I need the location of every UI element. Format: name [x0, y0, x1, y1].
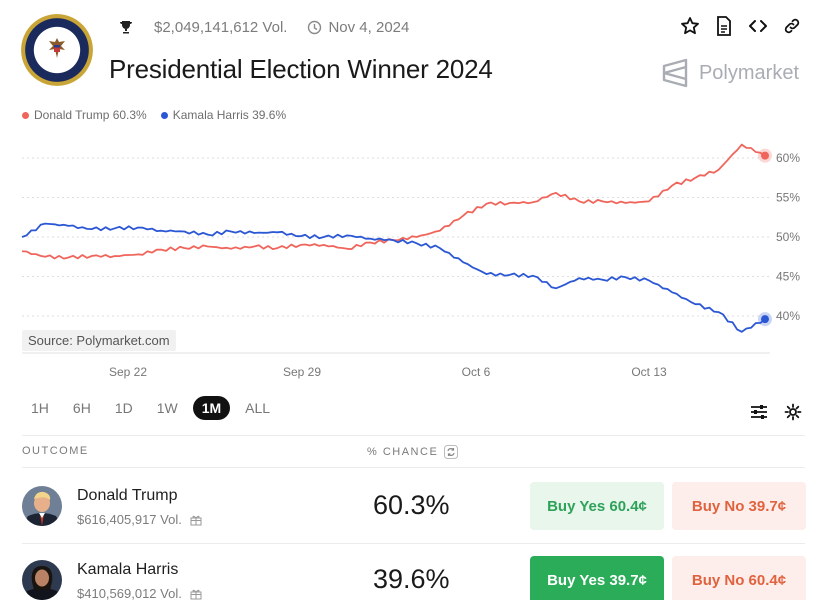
- outcome-header: OUTCOME: [22, 445, 89, 457]
- time-range-1h[interactable]: 1H: [31, 400, 49, 416]
- buy-no-button[interactable]: Buy No 39.7¢: [672, 482, 806, 530]
- buy-yes-button[interactable]: Buy Yes 60.4¢: [530, 482, 664, 530]
- embed-code-icon[interactable]: [747, 15, 769, 37]
- brand-name: Polymarket: [698, 61, 799, 84]
- gear-icon[interactable]: [783, 402, 803, 422]
- x-tick-label: Oct 6: [462, 365, 491, 379]
- chance-header: % CHANCE: [367, 445, 459, 459]
- x-tick-label: Oct 13: [631, 365, 667, 379]
- outcome-chance: 39.6%: [373, 564, 450, 594]
- chart-source: Source: Polymarket.com: [22, 330, 176, 351]
- divider: [22, 435, 805, 436]
- chart-controls: [749, 402, 803, 422]
- avatar-trump: [22, 486, 62, 526]
- x-tick-label: Sep 29: [283, 365, 321, 379]
- clock-icon: [307, 20, 322, 35]
- y-tick-label: 60%: [776, 151, 800, 165]
- total-volume: $2,049,141,612 Vol.: [154, 18, 288, 36]
- chart-svg: 60% 55% 50% 45% 40% Sep 22 Sep 29 Oct 6 Oct 13: [21, 143, 800, 379]
- series-line-harris: [21, 222, 766, 333]
- time-range-all[interactable]: ALL: [245, 400, 271, 416]
- eagle-icon: [49, 38, 65, 58]
- sliders-icon[interactable]: [749, 402, 769, 422]
- chance-header-label: % CHANCE: [367, 446, 439, 458]
- time-range-selector: 1H 6H 1D 1W 1M ALL: [22, 396, 279, 420]
- star-icon[interactable]: [679, 15, 701, 37]
- time-range-1d[interactable]: 1D: [114, 400, 133, 416]
- document-icon[interactable]: [713, 15, 735, 37]
- divider: [22, 467, 805, 468]
- outcome-row-trump[interactable]: Donald Trump $616,405,917 Vol. 60.3% Buy…: [22, 470, 806, 544]
- refresh-icon[interactable]: [444, 445, 459, 459]
- top-actions: [679, 15, 803, 37]
- outcome-row-harris[interactable]: Kamala Harris $410,569,012 Vol. 39.6% Bu…: [22, 544, 806, 600]
- polymarket-logo-icon: [662, 58, 688, 88]
- outcome-name: Donald Trump: [77, 487, 178, 504]
- y-tick-label: 50%: [776, 230, 800, 244]
- legend-item-trump: Donald Trump 60.3%: [22, 108, 147, 122]
- gift-icon[interactable]: [190, 588, 202, 600]
- outcome-name: Kamala Harris: [77, 561, 179, 578]
- buy-yes-button[interactable]: Buy Yes 39.7¢: [530, 556, 664, 600]
- y-tick-label: 40%: [776, 309, 800, 323]
- presidential-seal-logo: [21, 14, 93, 86]
- legend-item-harris: Kamala Harris 39.6%: [160, 108, 287, 122]
- divider: [22, 543, 805, 544]
- legend-label: Donald Trump 60.3%: [34, 108, 147, 122]
- legend-dot: [160, 111, 168, 119]
- gift-icon[interactable]: [190, 514, 202, 526]
- series-end-point: [761, 315, 769, 324]
- time-range-1m[interactable]: 1M: [192, 396, 231, 420]
- avatar-harris: [22, 560, 62, 600]
- polymarket-brand: Polymarket: [661, 58, 799, 88]
- outcome-volume: $410,569,012 Vol.: [77, 586, 202, 600]
- price-chart[interactable]: 60% 55% 50% 45% 40% Sep 22 Sep 29 Oct 6 Oct 13: [0, 135, 823, 385]
- outcome-volume-text: $616,405,917 Vol.: [77, 512, 182, 527]
- chart-legend: Donald Trump 60.3% Kamala Harris 39.6%: [22, 108, 286, 122]
- link-icon[interactable]: [781, 15, 803, 37]
- trophy-icon[interactable]: [112, 16, 140, 38]
- legend-label: Kamala Harris 39.6%: [172, 108, 287, 122]
- outcome-chance: 60.3%: [373, 490, 450, 520]
- x-tick-label: Sep 22: [109, 365, 147, 379]
- y-tick-label: 55%: [776, 191, 800, 205]
- y-tick-label: 45%: [776, 270, 800, 284]
- legend-dot: [22, 111, 29, 119]
- series-line-trump: [21, 143, 766, 260]
- time-range-1w[interactable]: 1W: [156, 400, 178, 416]
- buy-no-button[interactable]: Buy No 60.4¢: [672, 556, 806, 600]
- page-title: Presidential Election Winner 2024: [109, 54, 493, 84]
- market-meta: $2,049,141,612 Vol. Nov 4, 2024: [112, 16, 409, 38]
- outcome-volume-text: $410,569,012 Vol.: [77, 586, 182, 600]
- end-date: Nov 4, 2024: [328, 18, 410, 36]
- outcome-volume: $616,405,917 Vol.: [77, 512, 202, 527]
- series-end-point: [761, 151, 769, 160]
- time-range-6h[interactable]: 6H: [72, 400, 91, 416]
